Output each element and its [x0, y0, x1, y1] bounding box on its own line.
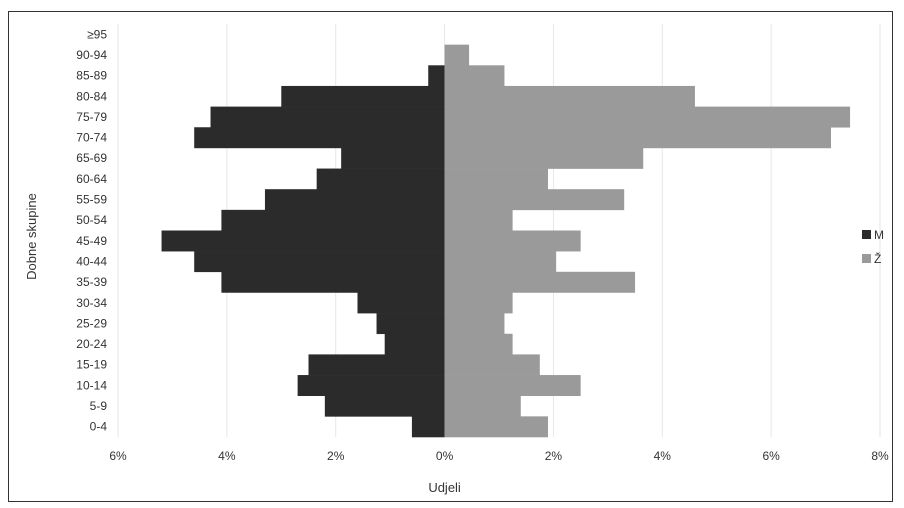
- bar-m-60-64: [316, 168, 445, 190]
- y-tick-label: 15-19: [76, 358, 107, 372]
- bar-m-45-49: [161, 230, 445, 252]
- y-tick-label: 85-89: [76, 69, 107, 83]
- x-axis-title: Udjeli: [428, 480, 461, 495]
- bar-z-75-79: [444, 106, 851, 128]
- bar-z-90-94: [444, 44, 470, 66]
- bar-m-0-4: [411, 416, 445, 438]
- y-tick-label: 10-14: [76, 378, 107, 392]
- legend-z-label: Ž: [874, 251, 881, 266]
- x-tick-label: 4%: [218, 449, 236, 463]
- bar-m-70-74: [194, 127, 445, 149]
- bar-z-55-59: [444, 189, 625, 211]
- bar-z-35-39: [444, 271, 636, 293]
- bar-m-10-14: [297, 375, 445, 396]
- bar-m-55-59: [264, 189, 445, 211]
- bar-z-20-24: [444, 333, 513, 355]
- bar-z-70-74: [444, 127, 832, 149]
- x-tick-label: 6%: [762, 449, 780, 463]
- bar-z-25-29: [444, 313, 505, 335]
- bar-m-65-69: [341, 147, 445, 169]
- x-tick-labels: 6% 4% 2% 0% 2% 4% 6% 8%: [109, 449, 889, 463]
- bar-m-50-54: [221, 209, 445, 231]
- bar-z-40-44: [444, 251, 557, 273]
- y-tick-label: 55-59: [76, 193, 107, 207]
- bar-z-60-64: [444, 168, 548, 190]
- y-tick-label: 75-79: [76, 110, 107, 124]
- y-tick-label: 30-34: [76, 296, 107, 310]
- bar-m-25-29: [376, 313, 445, 335]
- bar-z-85-89: [444, 65, 505, 87]
- x-tick-label: 4%: [654, 449, 672, 463]
- y-tick-label: 60-64: [76, 172, 107, 186]
- bar-m-30-34: [357, 292, 445, 314]
- bar-m-35-39: [221, 271, 445, 293]
- bar-z-5-9: [444, 395, 521, 417]
- bar-z-30-34: [444, 292, 513, 314]
- bar-m-40-44: [194, 251, 445, 273]
- legend: M Ž: [862, 228, 884, 266]
- y-tick-label: 0-4: [90, 420, 108, 434]
- x-tick-label: 6%: [109, 449, 127, 463]
- y-axis-title: Dobne skupine: [24, 193, 39, 280]
- bar-m-20-24: [384, 333, 445, 355]
- bar-z-80-84: [444, 85, 695, 107]
- y-tick-label: 40-44: [76, 254, 107, 268]
- bar-m-15-19: [308, 354, 445, 376]
- bar-m-75-79: [210, 106, 445, 128]
- bar-m-5-9: [324, 395, 445, 417]
- legend-m-label: M: [874, 228, 884, 242]
- bar-z-10-14: [444, 375, 581, 396]
- y-tick-label: 35-39: [76, 275, 107, 289]
- y-tick-label: 5-9: [90, 399, 108, 413]
- y-tick-label: 65-69: [76, 151, 107, 165]
- y-tick-labels: 0-4 5-9 10-14 15-19 20-24 25-29 30-34 35-39 40-4…: [76, 27, 107, 433]
- bar-z-15-19: [444, 354, 540, 376]
- bar-m-85-89: [428, 65, 445, 87]
- x-tick-label: 8%: [871, 449, 889, 463]
- bar-m-80-84: [281, 85, 445, 107]
- bar-z-45-49: [444, 230, 581, 252]
- y-tick-label: 50-54: [76, 213, 107, 227]
- y-tick-label: ≥95: [87, 27, 107, 41]
- y-tick-label: 20-24: [76, 337, 107, 351]
- x-tick-label: 2%: [545, 449, 563, 463]
- x-tick-label: 0%: [436, 449, 454, 463]
- y-tick-label: 70-74: [76, 131, 107, 145]
- bars: [161, 44, 851, 438]
- bar-z-65-69: [444, 147, 644, 169]
- y-tick-label: 25-29: [76, 316, 107, 330]
- legend-z-swatch: [862, 254, 871, 263]
- x-tick-label: 2%: [327, 449, 345, 463]
- y-tick-label: 90-94: [76, 48, 107, 62]
- y-tick-label: 80-84: [76, 89, 107, 103]
- y-tick-label: 45-49: [76, 234, 107, 248]
- bar-z-50-54: [444, 209, 513, 231]
- legend-m-swatch: [862, 230, 871, 239]
- bar-z-0-4: [444, 416, 548, 438]
